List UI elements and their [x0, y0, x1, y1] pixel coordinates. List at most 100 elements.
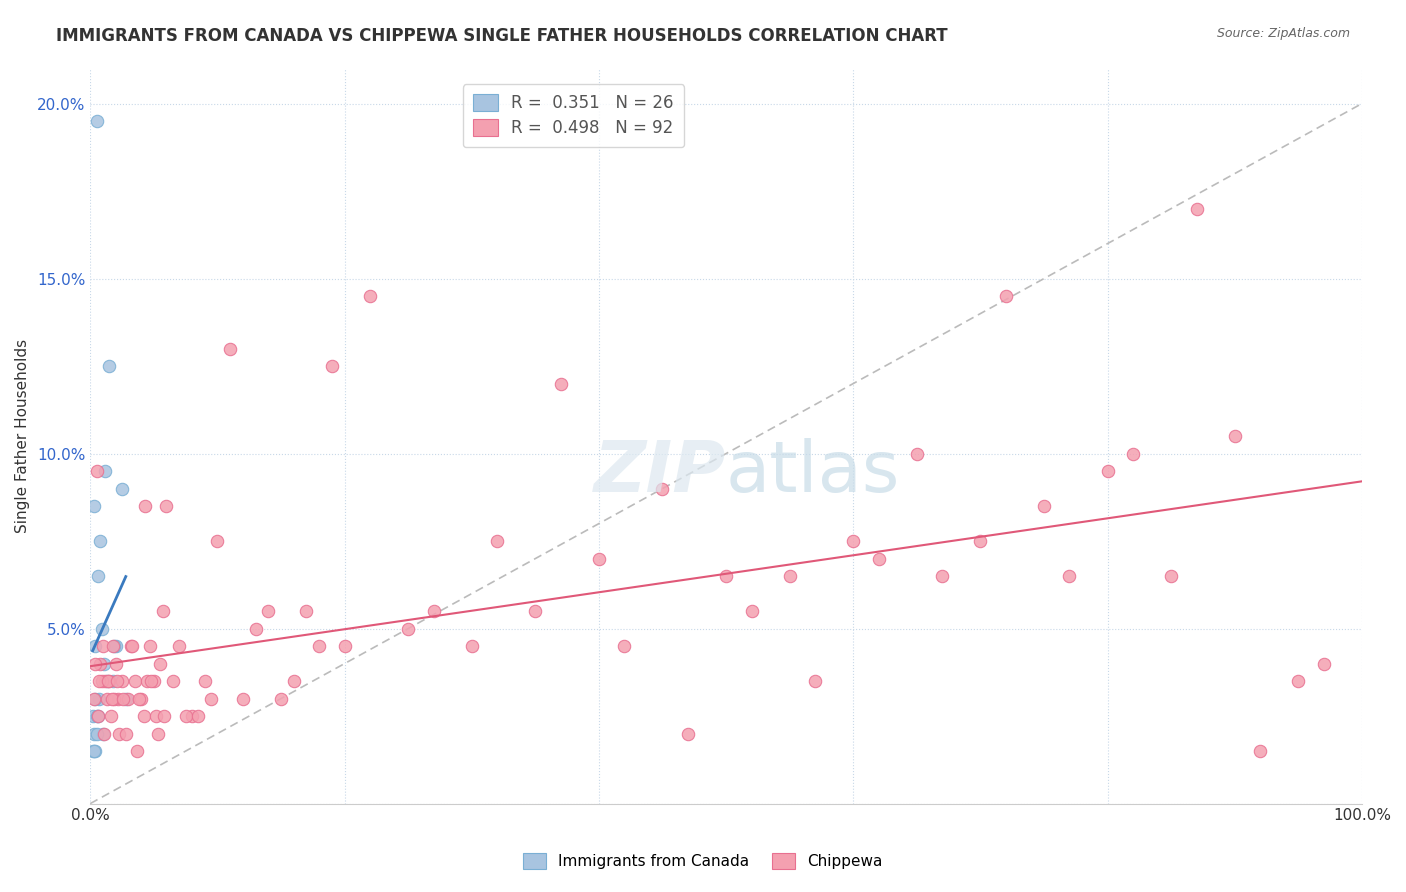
Point: [108, 726, 131, 740]
Point: [127, 744, 149, 758]
Point: [1160, 569, 1182, 583]
Point: [97, 674, 120, 689]
Point: [86, 709, 108, 723]
Point: [101, 691, 124, 706]
Point: [83, 726, 105, 740]
Point: [87, 674, 110, 689]
Point: [96, 674, 118, 689]
Point: [486, 534, 509, 549]
Y-axis label: Single Father Households: Single Father Households: [15, 339, 30, 533]
Legend: Immigrants from Canada, Chippewa: Immigrants from Canada, Chippewa: [517, 847, 889, 875]
Point: [82, 744, 104, 758]
Point: [96, 691, 118, 706]
Point: [1249, 744, 1271, 758]
Point: [83, 744, 105, 758]
Point: [142, 674, 165, 689]
Point: [91, 639, 114, 653]
Point: [149, 657, 172, 671]
Point: [1286, 674, 1309, 689]
Point: [145, 709, 167, 723]
Text: Source: ZipAtlas.com: Source: ZipAtlas.com: [1216, 27, 1350, 40]
Point: [588, 551, 610, 566]
Point: [101, 639, 124, 653]
Point: [141, 674, 163, 689]
Point: [461, 639, 484, 653]
Point: [117, 691, 139, 706]
Point: [93, 657, 115, 671]
Point: [90, 622, 112, 636]
Point: [359, 289, 381, 303]
Point: [207, 534, 229, 549]
Point: [676, 726, 699, 740]
Text: atlas: atlas: [725, 438, 900, 508]
Point: [132, 709, 155, 723]
Point: [283, 674, 305, 689]
Point: [396, 622, 419, 636]
Point: [651, 482, 673, 496]
Point: [153, 709, 176, 723]
Point: [232, 691, 254, 706]
Point: [87, 569, 110, 583]
Point: [194, 674, 217, 689]
Point: [181, 709, 204, 723]
Point: [87, 709, 110, 723]
Point: [91, 726, 114, 740]
Point: [139, 639, 162, 653]
Point: [152, 604, 174, 618]
Point: [200, 691, 222, 706]
Point: [1033, 499, 1056, 513]
Point: [124, 674, 146, 689]
Point: [270, 691, 292, 706]
Point: [86, 726, 108, 740]
Point: [111, 674, 134, 689]
Point: [84, 657, 107, 671]
Point: [100, 709, 122, 723]
Point: [134, 499, 156, 513]
Legend: R =  0.351   N = 26, R =  0.498   N = 92: R = 0.351 N = 26, R = 0.498 N = 92: [463, 84, 683, 147]
Point: [114, 691, 136, 706]
Point: [245, 622, 267, 636]
Point: [868, 551, 890, 566]
Point: [121, 639, 143, 653]
Point: [804, 674, 827, 689]
Point: [550, 376, 572, 391]
Point: [98, 674, 121, 689]
Point: [94, 464, 117, 478]
Point: [112, 691, 135, 706]
Point: [83, 691, 105, 706]
Point: [94, 674, 117, 689]
Point: [1185, 202, 1208, 216]
Point: [104, 639, 127, 653]
Point: [86, 464, 108, 478]
Point: [167, 639, 190, 653]
Point: [84, 639, 107, 653]
Point: [89, 534, 111, 549]
Point: [89, 657, 111, 671]
Point: [87, 691, 110, 706]
Point: [103, 691, 125, 706]
Point: [86, 114, 108, 128]
Point: [1059, 569, 1081, 583]
Point: [842, 534, 865, 549]
Point: [994, 289, 1017, 303]
Point: [84, 691, 107, 706]
Point: [93, 726, 115, 740]
Text: ZIP: ZIP: [593, 438, 725, 508]
Point: [422, 604, 444, 618]
Point: [90, 674, 112, 689]
Point: [1313, 657, 1336, 671]
Point: [82, 709, 104, 723]
Point: [905, 446, 928, 460]
Point: [1097, 464, 1119, 478]
Point: [111, 482, 134, 496]
Point: [219, 342, 242, 356]
Point: [333, 639, 356, 653]
Point: [524, 604, 547, 618]
Point: [613, 639, 636, 653]
Point: [174, 709, 197, 723]
Point: [257, 604, 280, 618]
Point: [714, 569, 737, 583]
Point: [931, 569, 953, 583]
Text: IMMIGRANTS FROM CANADA VS CHIPPEWA SINGLE FATHER HOUSEHOLDS CORRELATION CHART: IMMIGRANTS FROM CANADA VS CHIPPEWA SINGL…: [56, 27, 948, 45]
Point: [107, 691, 129, 706]
